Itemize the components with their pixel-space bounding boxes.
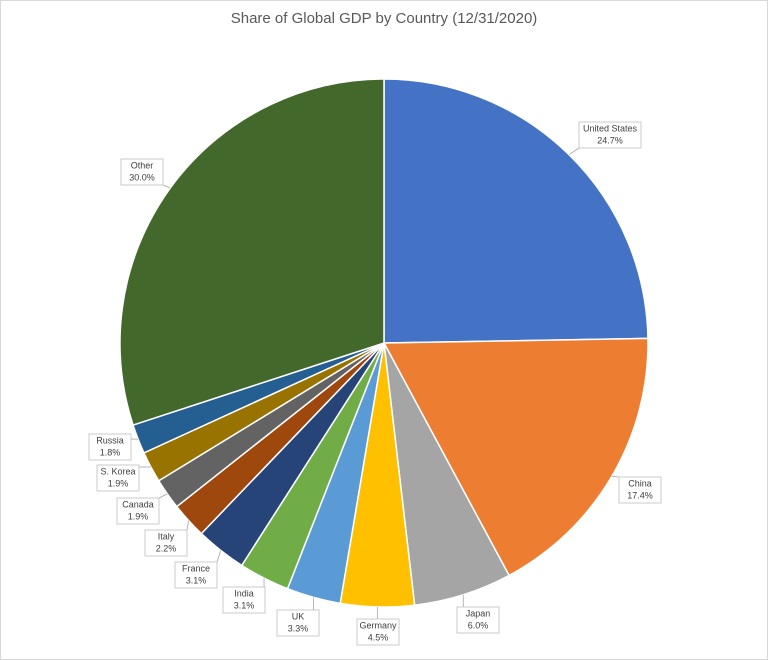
category-label: Japan [466, 608, 491, 618]
label-box [144, 529, 188, 557]
category-label: Italy [158, 531, 175, 541]
value-label: 24.7% [597, 135, 623, 145]
value-label: 30.0% [129, 172, 155, 182]
leader-line [162, 184, 171, 189]
value-label: 3.1% [234, 600, 255, 610]
leader-line [611, 476, 620, 478]
value-label: 3.1% [186, 575, 207, 585]
label-box [174, 561, 218, 589]
value-label: 3.3% [288, 623, 309, 633]
label-box [116, 497, 160, 525]
category-label: India [234, 588, 254, 598]
value-label: 1.9% [128, 511, 149, 521]
value-label: 4.5% [368, 632, 389, 642]
value-label: 1.8% [100, 447, 121, 457]
value-label: 6.0% [468, 620, 489, 630]
category-label: China [628, 478, 652, 488]
value-label: 1.9% [108, 478, 129, 488]
category-label: United States [583, 123, 638, 133]
label-box [96, 464, 140, 492]
chart-title: Share of Global GDP by Country (12/31/20… [231, 10, 538, 27]
label-box [578, 121, 642, 149]
pie-slice [119, 78, 385, 427]
leader-line [186, 520, 189, 531]
pie-slice [383, 78, 649, 344]
label-box [88, 433, 132, 461]
label-box [276, 609, 320, 637]
label-box [222, 586, 266, 614]
category-label: France [182, 563, 210, 573]
label-box [618, 476, 662, 504]
category-label: UK [292, 611, 305, 621]
leader-line [568, 147, 580, 156]
category-label: Canada [122, 499, 154, 509]
category-label: Other [131, 160, 154, 170]
label-box [356, 618, 400, 646]
category-label: Germany [359, 620, 397, 630]
category-label: S. Korea [100, 466, 135, 476]
label-box [120, 158, 164, 186]
value-label: 17.4% [627, 490, 653, 500]
label-box [456, 606, 500, 634]
category-label: Russia [96, 435, 124, 445]
value-label: 2.2% [156, 543, 177, 553]
leader-line [216, 550, 222, 563]
leader-line [158, 493, 168, 499]
